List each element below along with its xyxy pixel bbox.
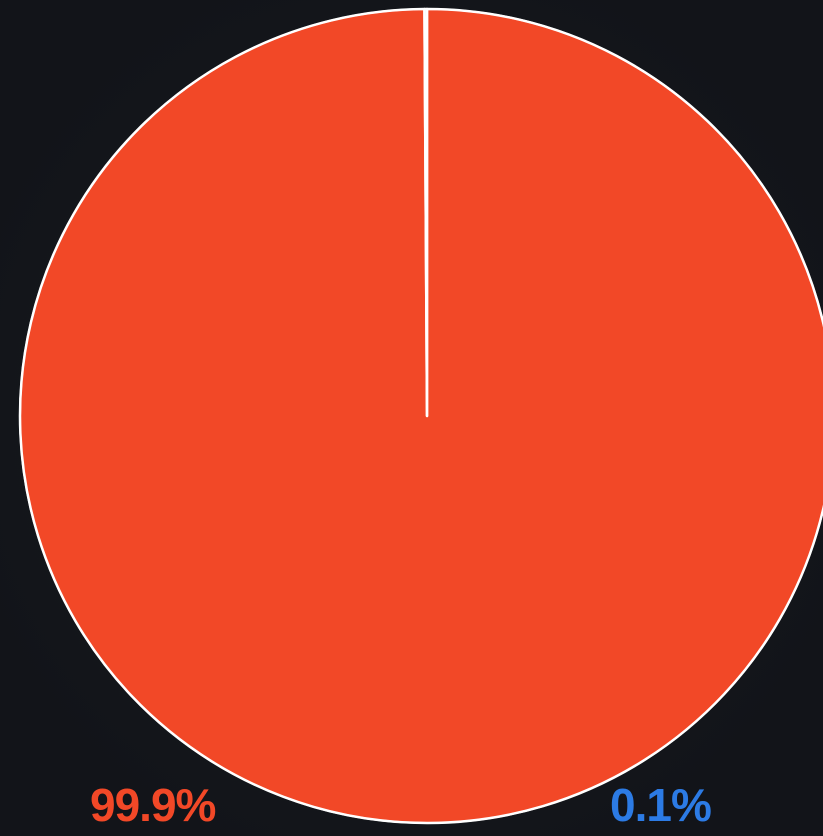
slice-label-0-1: 0.1% bbox=[610, 779, 711, 831]
pie-slices bbox=[18, 7, 823, 825]
pie-outline bbox=[19, 8, 823, 824]
pie-labels: 99.9% 0.1% bbox=[90, 779, 712, 831]
pie-slice-99-9 bbox=[18, 7, 823, 825]
slice-label-99-9: 99.9% bbox=[90, 779, 216, 831]
